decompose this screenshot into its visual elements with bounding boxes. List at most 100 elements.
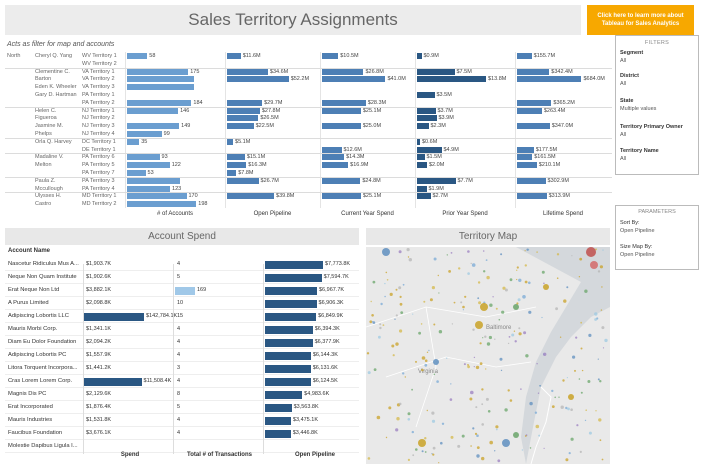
transactions-column-header[interactable]: Total # of Transactions [187,452,252,458]
territory-row[interactable]: PA Territory 2 [5,100,612,108]
territory-row[interactable]: Helen C. NJ Territory 1 [5,108,612,116]
bar-accounts[interactable] [127,177,180,184]
parameter-sort-by[interactable]: Sort By: Open Pipeline [620,220,655,234]
learn-more-button[interactable]: Click here to learn more about Tableau f… [587,5,694,35]
filter-value[interactable]: All [620,132,627,138]
open-pipeline-bar[interactable] [265,417,291,425]
bar-cy[interactable] [322,107,361,114]
bar-pipeline[interactable] [227,53,241,59]
account-row[interactable]: Molestie Dapibus Ligula I... [5,440,359,453]
account-row[interactable]: Erat Neque Non Ltd $3,882.1K 169 $6,967.7K [5,284,359,297]
bar-cy[interactable] [322,162,349,169]
filter-territory-name[interactable]: Territory Name All [620,148,659,162]
bar-accounts[interactable] [127,201,197,208]
bar-life[interactable] [517,193,547,200]
bar-py[interactable] [417,154,425,161]
bar-accounts[interactable] [127,185,171,192]
bar-py[interactable] [417,138,420,145]
territory-row[interactable]: Ulysses H. MD Territory 1 [5,193,612,201]
bar-life[interactable] [517,177,546,184]
bar-pipeline[interactable] [227,177,259,184]
open-pipeline-bar[interactable] [265,365,311,373]
filter-value[interactable]: Multiple values [620,106,657,112]
bar-life[interactable] [517,154,533,161]
bar-accounts[interactable] [127,170,146,176]
bar-pipeline[interactable] [227,138,234,145]
bar-pipeline[interactable] [227,154,245,161]
bar-pipeline[interactable] [227,170,237,176]
bar-cy[interactable] [322,68,364,75]
spend-column-header[interactable]: Spend [120,452,140,458]
bar-accounts[interactable] [127,162,170,169]
filter-territory-primary-owner[interactable]: Territory Primary Owner All [620,124,683,138]
filter-value[interactable]: All [620,58,627,64]
bar-accounts[interactable] [127,99,192,106]
open-pipeline-column-header[interactable]: Open Pipeline [294,452,335,458]
open-pipeline-bar[interactable] [265,300,317,308]
transactions-bar[interactable] [175,287,195,295]
bar-py[interactable] [417,193,431,200]
bar-pipeline[interactable] [227,162,247,169]
filter-value[interactable]: All [620,81,627,87]
account-row[interactable]: Magnis Dis PC $2,129.6K 8 $4,983.6K [5,388,359,401]
account-row[interactable]: Faucibus Foundation $3,676.1K 4 $3,446.8K [5,427,359,440]
bar-accounts[interactable] [127,84,194,91]
account-row[interactable]: A Purus Limited $2,098.8K 10 $6,906.3K [5,297,359,310]
bar-accounts[interactable] [127,53,148,59]
column-header[interactable]: Open Pipeline [253,211,292,217]
open-pipeline-bar[interactable] [265,313,317,321]
bar-pipeline[interactable] [227,76,289,83]
account-row[interactable]: Litora Torquent Incorpora... $1,441.2K 3 $6… [5,362,359,375]
open-pipeline-bar[interactable] [265,430,291,438]
bar-py[interactable] [417,146,442,153]
territory-row[interactable]: Clementine C. VA Territory 1 [5,69,612,77]
parameter-value[interactable]: Open Pipeline [620,228,655,234]
territory-row[interactable]: Melton PA Territory 5 [5,162,612,170]
bar-accounts[interactable] [127,107,179,114]
bar-accounts[interactable] [127,138,140,145]
open-pipeline-bar[interactable] [265,391,303,399]
bar-cy[interactable] [322,99,366,106]
bar-life[interactable] [517,53,532,59]
open-pipeline-bar[interactable] [265,274,322,282]
bar-cy[interactable] [322,177,361,184]
bar-cy[interactable] [322,76,386,83]
territory-row[interactable]: Eden K. Wheeler VA Territory 3 [5,84,612,92]
open-pipeline-bar[interactable] [265,287,317,295]
account-row[interactable]: Cras Lorem Lorem Corp. $11,508.4K 4 $6,124.… [5,375,359,388]
parameter-value[interactable]: Open Pipeline [620,252,655,258]
parameter-size-map-by[interactable]: Size Map By: Open Pipeline [620,244,655,258]
open-pipeline-bar[interactable] [265,261,323,269]
column-header[interactable]: Prior Year Spend [442,211,488,217]
bar-pipeline[interactable] [227,193,275,200]
bar-life[interactable] [517,68,550,75]
bar-life[interactable] [517,146,534,153]
account-row[interactable]: Mauris Morbi Corp. $1,341.1K 4 $6,394.3K [5,323,359,336]
bar-py[interactable] [417,68,455,75]
bar-py[interactable] [417,115,437,122]
bar-pipeline[interactable] [227,123,254,130]
territory-row[interactable]: DE Territory 1 [5,147,612,155]
bar-cy[interactable] [322,193,361,200]
bar-py[interactable] [417,123,429,130]
territory-row[interactable]: Gary D. Hartman PA Territory 1 [5,92,612,100]
territory-map[interactable]: Baltimore Virginia [366,247,610,464]
territory-row[interactable]: Jasmine M. NJ Territory 3 [5,123,612,131]
bar-pipeline[interactable] [227,68,268,75]
territory-row[interactable]: Castro MD Territory 2 [5,201,612,209]
open-pipeline-bar[interactable] [265,378,311,386]
open-pipeline-bar[interactable] [265,326,313,334]
bar-py[interactable] [417,107,436,114]
territory-row[interactable]: Mccullough PA Territory 4 [5,186,612,194]
territory-row[interactable]: Paula Z. PA Territory 3 [5,178,612,186]
account-row[interactable]: Neque Non Quam Institute $1,902.6K 5 $7,594… [5,271,359,284]
bar-py[interactable] [417,92,435,98]
filter-district[interactable]: District All [620,73,639,87]
filter-state[interactable]: State Multiple values [620,98,656,112]
bar-accounts[interactable] [127,68,189,75]
territory-row[interactable]: Phelps NJ Territory 4 [5,131,612,139]
column-header[interactable]: Current Year Spend [341,211,394,217]
bar-pipeline[interactable] [227,107,260,114]
column-header[interactable]: # of Accounts [156,211,194,217]
bar-accounts[interactable] [127,193,187,200]
